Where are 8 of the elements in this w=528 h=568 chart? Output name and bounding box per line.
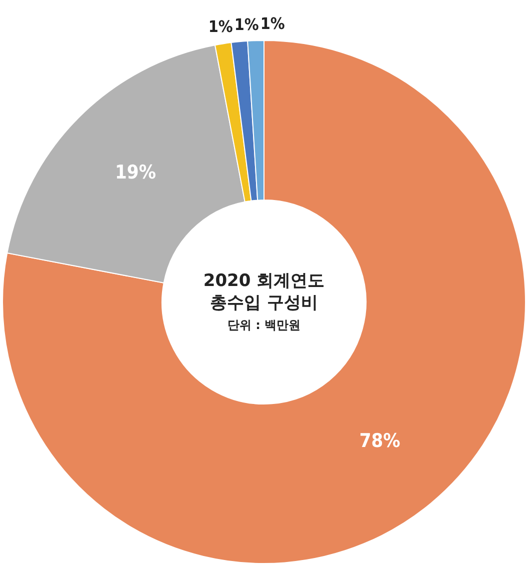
text: 총수입 구성비 bbox=[209, 292, 319, 314]
data-label: 19% bbox=[115, 161, 156, 184]
data-label: 1% bbox=[208, 17, 233, 36]
data-label: 78% bbox=[359, 430, 400, 452]
text: 단위 : 백만원 bbox=[226, 317, 302, 334]
data-label: 1% bbox=[260, 14, 285, 33]
data-label: 1% bbox=[234, 14, 259, 34]
text: 2020 회계연도 bbox=[203, 270, 325, 292]
